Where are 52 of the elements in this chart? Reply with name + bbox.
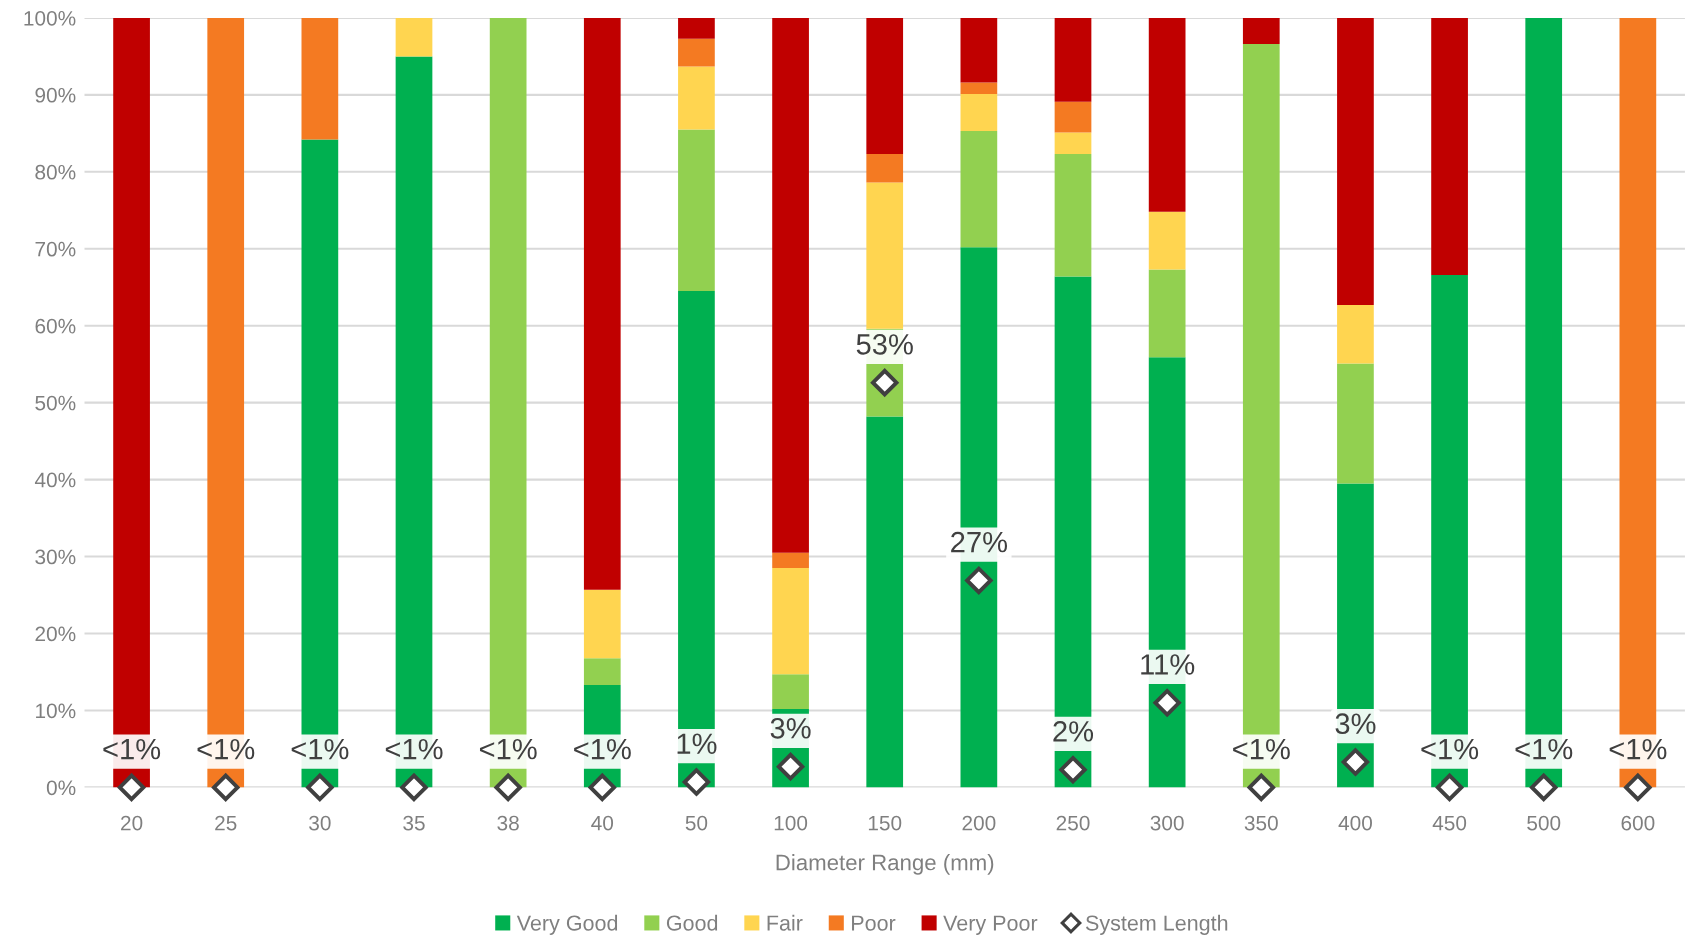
legend-label: Very Good [516, 914, 618, 935]
x-tick-label: 35 [403, 815, 425, 831]
x-tick-label: 100 [774, 815, 808, 831]
data-label: 53% [856, 334, 913, 355]
x-tick-label: 250 [1056, 815, 1090, 831]
data-label: 1% [677, 733, 717, 754]
y-tick-label: 10% [36, 703, 76, 719]
data-label: 2% [1053, 721, 1094, 742]
x-tick-label: 500 [1527, 815, 1561, 831]
data-label: <1% [1609, 738, 1667, 760]
y-tick-label: 80% [35, 164, 76, 180]
x-tick-label: 25 [215, 815, 237, 831]
data-label: 11% [1141, 654, 1195, 675]
data-label: <1% [1515, 738, 1573, 760]
data-label: <1% [197, 738, 255, 760]
y-tick-label: 90% [35, 87, 76, 103]
x-tick-label: 38 [497, 815, 519, 831]
x-tick-label: 20 [121, 815, 143, 831]
x-tick-label: 300 [1150, 815, 1184, 831]
x-tick-label: 40 [591, 815, 614, 831]
data-label: <1% [1421, 738, 1479, 760]
data-label: <1% [574, 738, 631, 760]
x-tick-label: 600 [1621, 815, 1655, 831]
data-label: <1% [385, 738, 443, 760]
y-tick-label: 0% [46, 780, 76, 796]
y-tick-label: 30% [35, 549, 76, 565]
x-tick-label: 30 [309, 815, 331, 831]
legend-label: Very Poor [943, 915, 1038, 935]
data-label: <1% [291, 738, 349, 760]
x-tick-label: 400 [1338, 815, 1372, 831]
y-tick-label: 70% [35, 241, 76, 257]
y-tick-label: 50% [35, 395, 76, 411]
legend-label: Poor [852, 915, 896, 931]
x-tick-label: 150 [868, 815, 902, 831]
data-label: <1% [1233, 738, 1290, 760]
data-label: <1% [103, 738, 161, 760]
x-tick-label: 50 [685, 815, 708, 831]
x-tick-label: 350 [1244, 815, 1278, 831]
legend-label: Good [666, 914, 718, 931]
data-label: 3% [1335, 713, 1376, 735]
legend-label: Fair [767, 914, 803, 931]
y-tick-label: 40% [34, 472, 76, 488]
data-label: 3% [770, 717, 811, 739]
y-tick-label: 100% [24, 10, 76, 26]
x-tick-label: 200 [962, 815, 996, 831]
x-tick-label: 450 [1432, 815, 1467, 831]
legend-label: System Length [1085, 914, 1228, 935]
x-axis-title: Diameter Range (mm) [776, 854, 994, 875]
y-tick-label: 60% [35, 318, 76, 334]
data-label: <1% [479, 738, 537, 760]
y-tick-label: 20% [35, 626, 76, 642]
data-label: 27% [951, 531, 1008, 553]
